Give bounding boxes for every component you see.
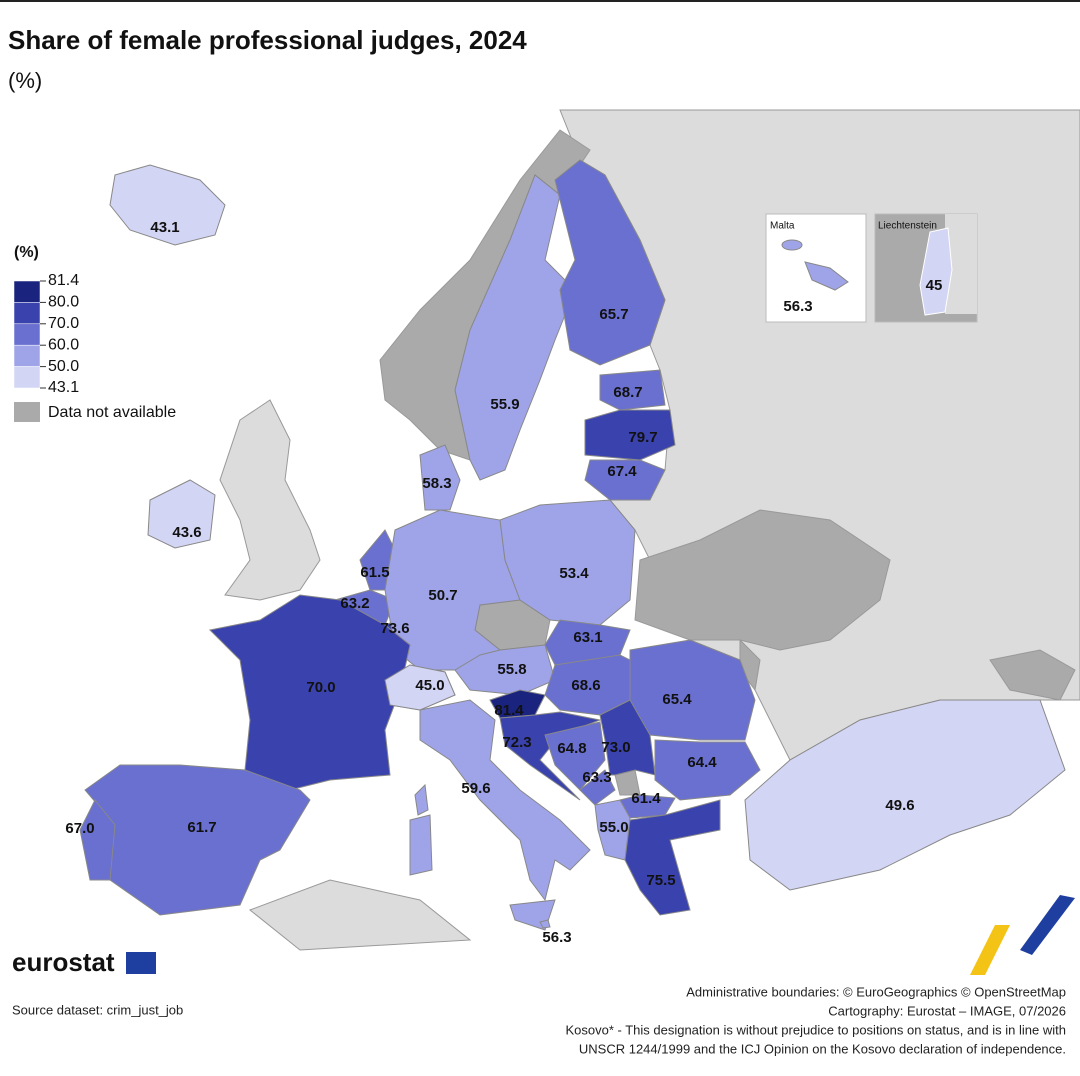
region-label: 59.6 [461, 780, 490, 797]
region [544, 721, 606, 791]
legend-break: 43.1 [48, 379, 79, 396]
note: Kosovo* - This designation is without pr… [565, 1022, 1066, 1037]
region-label: 67.4 [607, 463, 637, 480]
legend-swatch [13, 366, 41, 389]
malta-main [539, 919, 551, 929]
region-label: 61.4 [631, 790, 661, 807]
region-label: 55.0 [599, 819, 628, 836]
legend-break: 81.4 [48, 272, 79, 289]
source: Source dataset: crim_just_job [12, 1002, 183, 1017]
region [208, 594, 411, 791]
inset-title: Liechtenstein [878, 221, 937, 232]
region-label: 43.1 [150, 219, 179, 236]
regions [79, 159, 1066, 931]
region [419, 699, 591, 902]
region [79, 799, 116, 881]
region-label: 79.7 [628, 429, 657, 446]
liechtenstein [919, 227, 953, 316]
region-label: 65.4 [662, 691, 692, 708]
inset-value: 56.3 [783, 298, 812, 315]
region [624, 799, 721, 916]
region-label: 65.7 [599, 306, 628, 323]
region-label: 43.6 [172, 524, 201, 541]
no-data-swatch [14, 402, 40, 422]
inset-title: Malta [770, 221, 795, 232]
logo: eurostat [12, 947, 115, 977]
region-label: 61.5 [360, 564, 389, 581]
region-label: 63.2 [340, 595, 369, 612]
malta-label: 56.3 [542, 929, 571, 946]
legend-break: 70.0 [48, 315, 79, 332]
note: UNSCR 1244/1999 and the ICJ Opinion on t… [579, 1041, 1066, 1056]
region [109, 164, 226, 246]
region-label: 64.8 [557, 740, 586, 757]
legend: (%) Data not available 81.4 80.0 70.0 60.0 5… [13, 244, 176, 422]
legend-break: 60.0 [48, 336, 79, 353]
no-data-label: Data not available [48, 404, 176, 421]
title: Share of female professional judges, 202… [8, 25, 527, 55]
legend-swatch [13, 302, 41, 325]
region [584, 409, 676, 461]
region [454, 174, 576, 481]
liechtenstein-inset: Liechtenstein 45 [874, 213, 978, 323]
legend-break: 80.0 [48, 294, 79, 311]
legend-title: (%) [14, 244, 39, 261]
region-label: 68.6 [571, 677, 600, 694]
subtitle: (%) [8, 68, 42, 93]
region-label: 61.7 [187, 819, 216, 836]
ukraine [634, 509, 891, 651]
region-part [414, 783, 429, 816]
region [579, 769, 616, 806]
logo-stripe [970, 925, 1010, 975]
region [489, 689, 546, 719]
region [419, 444, 461, 511]
great-britain [219, 399, 321, 601]
region [554, 159, 666, 366]
region-label: 63.1 [573, 629, 602, 646]
malta-inset: Malta 56.3 [765, 213, 867, 323]
region [499, 499, 636, 626]
legend-break: 50.0 [48, 358, 79, 375]
legend-swatch [13, 323, 41, 346]
region [599, 369, 666, 411]
region-label: 70.0 [306, 679, 335, 696]
malta [804, 261, 849, 291]
region-label: 64.4 [687, 754, 717, 771]
region-label: 72.3 [502, 734, 531, 751]
gozo [781, 239, 803, 251]
legend-swatch [13, 280, 41, 303]
region [384, 664, 456, 711]
region-label: 73.6 [380, 620, 409, 637]
region-label: 53.4 [559, 565, 589, 582]
region-label: 55.8 [497, 661, 526, 678]
region [584, 459, 666, 501]
region-label: 63.3 [582, 769, 611, 786]
inset-value: 45 [926, 277, 943, 294]
region-part [409, 814, 433, 876]
region [744, 699, 1066, 891]
note: Administrative boundaries: © EuroGeograp… [686, 984, 1066, 999]
region-label: 55.9 [490, 396, 519, 413]
region-label: 45.0 [415, 677, 444, 694]
region-label: 50.7 [428, 587, 457, 604]
region-label: 81.4 [494, 702, 524, 719]
north-africa [249, 879, 472, 951]
region-label: 68.7 [613, 384, 642, 401]
region-label: 58.3 [422, 475, 451, 492]
region-label: 75.5 [646, 872, 675, 889]
note: Cartography: Eurostat – IMAGE, 07/2026 [828, 1003, 1066, 1018]
region [147, 479, 216, 549]
legend-swatch [13, 344, 41, 367]
region-label: 73.0 [601, 739, 630, 756]
region [454, 644, 556, 696]
region-label: 67.0 [65, 820, 94, 837]
logo-stripe [1020, 895, 1075, 955]
region-label: 49.6 [885, 797, 914, 814]
region [654, 739, 761, 801]
eu-flag [126, 952, 156, 974]
caucasus [989, 649, 1076, 701]
region [599, 699, 656, 776]
